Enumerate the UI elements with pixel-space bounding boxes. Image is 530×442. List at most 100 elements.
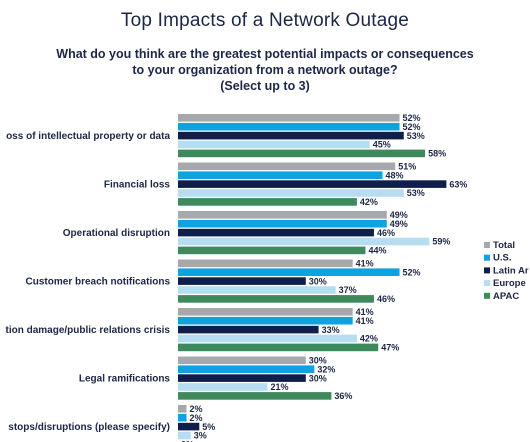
data-label: 59% [432, 237, 450, 247]
bar [178, 171, 383, 179]
data-label: 63% [449, 179, 467, 189]
chart-subtitle: What do you think are the greatest poten… [0, 46, 530, 94]
bar [178, 180, 447, 188]
bar [178, 308, 353, 316]
data-label: 2% [190, 404, 203, 414]
legend-swatch [484, 242, 490, 248]
data-label: 53% [407, 131, 425, 141]
bar [178, 383, 268, 391]
bar [178, 246, 366, 255]
bar-group: Financial loss 51%48% 63% 53% 42% [104, 162, 468, 208]
data-label: 51% [398, 162, 416, 172]
subtitle-line-2: to your organization from a network outa… [132, 63, 398, 77]
data-label: 45% [373, 140, 391, 150]
legend-swatch [484, 254, 490, 261]
bar [178, 114, 400, 122]
data-label: 41% [356, 316, 374, 326]
legend-label: APAC [493, 291, 519, 302]
legend-item: Total [484, 240, 515, 251]
data-label: 58% [428, 149, 446, 159]
bar-group: Customer breach notifications 41% 52% 30% 37… [26, 259, 421, 305]
data-label: 37% [339, 285, 357, 295]
legend-swatch [484, 280, 490, 287]
data-label: 52% [403, 113, 421, 123]
data-label: 41% [356, 259, 374, 269]
bar [178, 325, 319, 334]
data-label: 32% [317, 364, 335, 374]
data-label: 3% [194, 431, 207, 441]
data-label: 21% [270, 382, 288, 392]
bar [178, 431, 191, 440]
legend: Total U.S.Latin Ar Europe APAC [484, 240, 529, 302]
legend-swatch [484, 292, 490, 299]
bar [178, 286, 336, 294]
data-label: 46% [377, 228, 395, 238]
data-label: 41% [356, 307, 374, 317]
bar [178, 413, 187, 422]
category-label: stops/disruptions (please specify) [8, 422, 170, 433]
category-label: Customer breach notifications [26, 277, 171, 288]
bar-group: tion damage/public relations crisis 41%41… [6, 307, 400, 353]
legend-label: Latin Ar [493, 265, 529, 276]
bar [178, 149, 426, 158]
legend-label: U.S. [493, 253, 511, 264]
bar [178, 228, 374, 237]
bar-group: stops/disruptions (please specify)2%2%5%… [8, 404, 215, 442]
data-label: 42% [360, 334, 378, 344]
bar [178, 198, 357, 206]
legend-item: U.S. [484, 253, 511, 264]
bar [178, 405, 187, 413]
data-label: 52% [403, 122, 421, 132]
legend-label: Total [493, 240, 515, 251]
bar [178, 237, 430, 246]
bar [178, 295, 374, 303]
bar-group: oss of intellectual property or data52%5… [6, 113, 446, 159]
bar-group: Legal ramifications 30%32%30% 21% 36% [79, 356, 353, 402]
data-label: 30% [309, 276, 327, 286]
subtitle-line-3: (Select up to 3) [220, 79, 310, 93]
subtitle-line-1: What do you think are the greatest poten… [56, 47, 474, 61]
category-label: Financial loss [104, 180, 171, 191]
data-label: 47% [381, 343, 399, 353]
bar [178, 392, 332, 400]
bar [178, 365, 315, 373]
bar [178, 316, 353, 325]
bar [178, 356, 306, 365]
data-label: 30% [309, 356, 327, 366]
bar [178, 140, 370, 149]
data-label: 30% [309, 373, 327, 383]
data-label: 5% [202, 422, 215, 432]
data-label: 2% [190, 413, 203, 423]
data-label: 44% [368, 246, 386, 256]
data-label: 33% [322, 325, 340, 335]
legend-item: APAC [484, 291, 519, 302]
data-label: 49% [390, 210, 408, 220]
data-label: 49% [390, 219, 408, 229]
category-label: tion damage/public relations crisis [6, 325, 171, 336]
data-label: 0% [181, 440, 194, 442]
bar [178, 374, 306, 382]
bar [178, 162, 396, 171]
bar [178, 268, 400, 276]
bar [178, 122, 400, 131]
data-label: 52% [403, 267, 421, 277]
bar [178, 211, 387, 219]
bar [178, 131, 404, 140]
category-label: oss of intellectual property or data [6, 131, 170, 142]
bar [178, 334, 357, 343]
bar [178, 277, 306, 285]
data-label: 53% [407, 188, 425, 198]
bar [178, 343, 379, 352]
legend-label: Europe [493, 278, 526, 289]
category-label: Legal ramifications [79, 374, 171, 385]
bar [178, 259, 353, 268]
data-label: 36% [334, 391, 352, 401]
category-label: Operational disruption [63, 228, 170, 239]
data-label: 48% [385, 170, 403, 180]
legend-item: Latin Ar [484, 265, 529, 276]
bar [178, 219, 387, 228]
data-label: 42% [360, 197, 378, 207]
bar [178, 422, 200, 431]
